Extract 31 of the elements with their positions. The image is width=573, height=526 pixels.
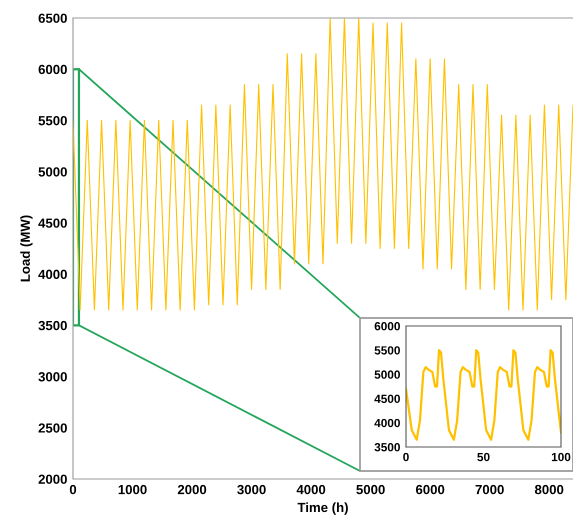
y-tick-label: 3500 — [38, 320, 67, 330]
x-tick-label: 6000 — [416, 484, 444, 494]
x-tick-label: 3000 — [237, 484, 266, 494]
x-tick-label: 8000 — [534, 484, 564, 494]
x-tick-label: 2000 — [178, 484, 206, 494]
x-tick-label: 50 — [477, 452, 490, 462]
y-tick-label: 2500 — [38, 423, 67, 433]
line-series — [406, 349, 561, 441]
x-tick-label: 0 — [403, 452, 409, 462]
y-tick-label: 4500 — [374, 394, 400, 403]
x-tick-label: 100 — [552, 452, 570, 462]
y-axis-title: Load (MW) — [20, 215, 33, 282]
x-tick-label: 1000 — [118, 484, 147, 494]
x-tick-label: 0 — [70, 484, 76, 494]
y-tick-label: 5000 — [38, 167, 67, 177]
x-tick-label: 4000 — [296, 484, 326, 494]
y-tick-label: 2000 — [38, 474, 67, 484]
y-tick-label: 5500 — [374, 346, 400, 355]
y-tick-label: 4500 — [38, 218, 67, 228]
x-axis-title: Time (h) — [298, 502, 348, 515]
y-tick-label: 4000 — [38, 270, 67, 280]
y-tick-label: 3500 — [374, 443, 400, 452]
y-tick-label: 4000 — [374, 418, 400, 428]
y-tick-label: 5500 — [38, 116, 67, 126]
x-tick-label: 7000 — [476, 484, 504, 494]
x-tick-label: 5000 — [356, 484, 385, 494]
y-tick-label: 5000 — [374, 370, 400, 379]
y-tick-label: 6000 — [38, 64, 67, 74]
y-tick-label: 6000 — [374, 322, 400, 330]
y-tick-label: 6500 — [38, 14, 67, 23]
y-tick-label: 3000 — [38, 372, 67, 382]
